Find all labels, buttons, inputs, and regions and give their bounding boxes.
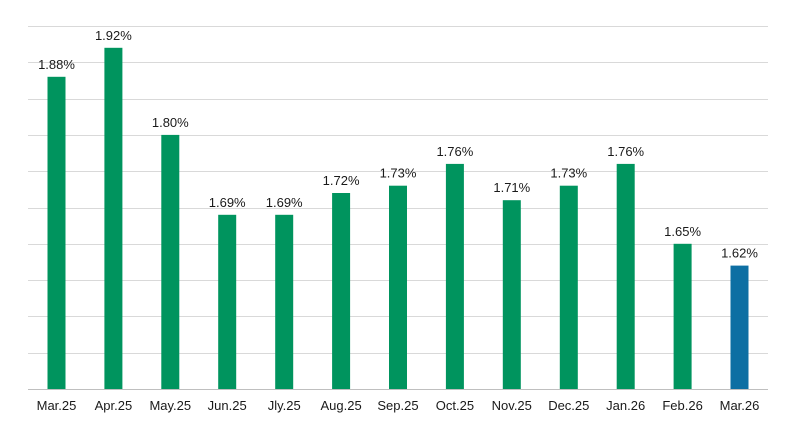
bar-aug-25 (332, 193, 351, 389)
x-tick-label: Apr.25 (95, 398, 133, 413)
data-label: 1.88% (38, 57, 75, 72)
bar-oct-25 (445, 163, 464, 389)
bar-jly-25 (275, 214, 294, 389)
bar-jun-25 (218, 214, 237, 389)
data-label: 1.62% (721, 246, 758, 261)
x-tick-label: Mar.26 (720, 398, 760, 413)
bar-mar-26 (730, 265, 749, 389)
data-label: 1.72% (323, 173, 360, 188)
data-label: 1.69% (266, 195, 303, 210)
bar-may-25 (161, 134, 180, 389)
data-label: 1.92% (95, 28, 132, 43)
x-tick-label: May.25 (149, 398, 191, 413)
data-label: 1.76% (436, 144, 473, 159)
data-label: 1.73% (380, 166, 417, 181)
bar-nov-25 (502, 200, 521, 389)
x-tick-label: Nov.25 (492, 398, 532, 413)
x-tick-label: Sep.25 (377, 398, 418, 413)
data-labels: 1.88% 1.92% 1.80% 1.69% 1.69% 1.72% 1.73% 1.76%… (38, 28, 758, 261)
bar-dec-25 (559, 185, 578, 389)
x-tick-label: Aug.25 (320, 398, 361, 413)
x-axis-tick-labels: Mar.25 Apr.25 May.25 Jun.25 Jly.25 Aug.25 Sep.… (37, 398, 760, 413)
data-label: 1.71% (493, 180, 530, 195)
x-tick-label: Mar.25 (37, 398, 77, 413)
data-label: 1.69% (209, 195, 246, 210)
bar-apr-25 (104, 47, 123, 390)
bar-jan-26 (616, 163, 635, 389)
bar-feb-26 (673, 243, 692, 389)
bar-mar-25 (47, 76, 66, 390)
x-tick-label: Oct.25 (436, 398, 474, 413)
data-label: 1.76% (607, 144, 644, 159)
data-label: 1.73% (550, 166, 587, 181)
data-label: 1.65% (664, 224, 701, 239)
x-tick-label: Feb.26 (662, 398, 702, 413)
data-label: 1.80% (152, 115, 189, 130)
x-tick-label: Jly.25 (268, 398, 301, 413)
x-tick-label: Jan.26 (606, 398, 645, 413)
bars (47, 47, 749, 390)
x-tick-label: Jun.25 (208, 398, 247, 413)
x-tick-label: Dec.25 (548, 398, 589, 413)
bar-sep-25 (389, 185, 407, 389)
